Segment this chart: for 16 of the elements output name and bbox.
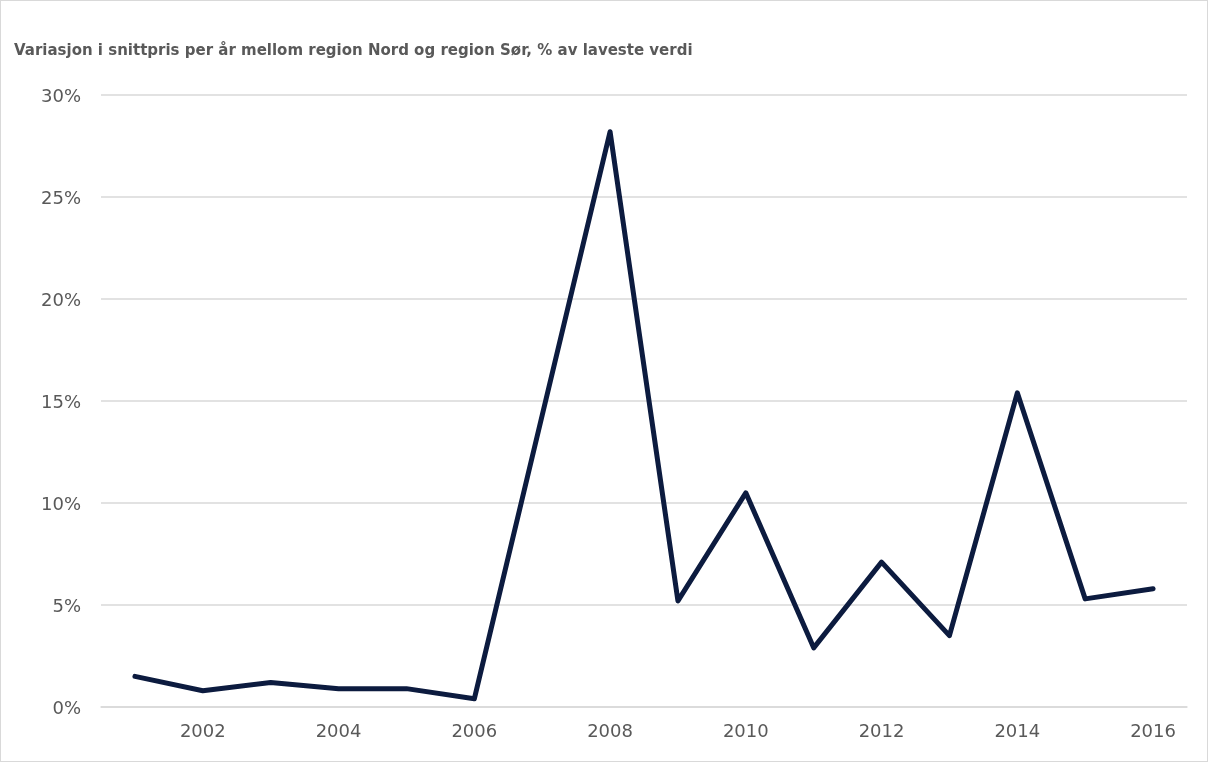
y-tick-label: 30% <box>40 84 81 106</box>
x-tick-label: 2006 <box>451 719 498 741</box>
x-tick-label: 2016 <box>1130 719 1176 741</box>
y-tick-label: 0% <box>52 696 81 718</box>
x-tick-label: 2004 <box>315 719 362 741</box>
x-tick-label: 2010 <box>722 719 769 741</box>
x-tick-label: 2008 <box>587 719 633 741</box>
x-tick-label: 2012 <box>858 719 905 741</box>
y-tick-label: 15% <box>40 390 81 412</box>
x-tick-label: 2002 <box>179 719 226 741</box>
y-tick-label: 10% <box>40 492 81 514</box>
y-tick-label: 20% <box>40 288 81 310</box>
y-tick-label: 25% <box>40 186 81 208</box>
y-tick-label: 5% <box>52 594 81 616</box>
chart-title: Variasjon i snittpris per år mellom region Nord og region Sør, % av laveste verdi <box>14 40 693 59</box>
x-tick-label: 2014 <box>994 719 1041 741</box>
